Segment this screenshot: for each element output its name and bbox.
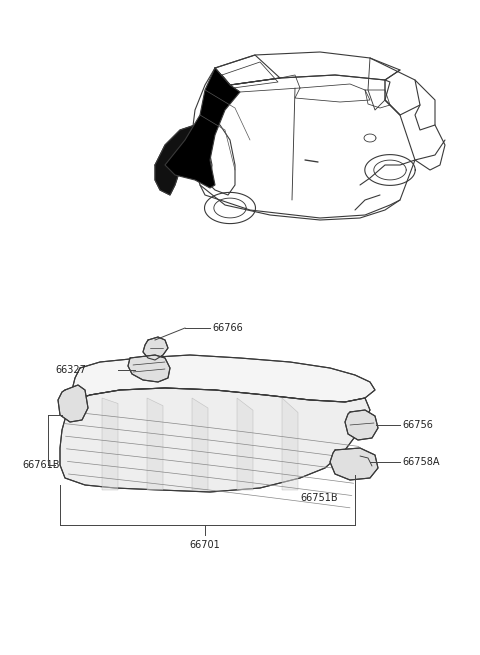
Polygon shape bbox=[143, 337, 168, 360]
Polygon shape bbox=[282, 398, 298, 490]
Text: 66758A: 66758A bbox=[402, 457, 440, 467]
Text: 66766: 66766 bbox=[212, 323, 243, 333]
Text: 66327: 66327 bbox=[55, 365, 86, 375]
Polygon shape bbox=[237, 398, 253, 490]
Polygon shape bbox=[102, 398, 118, 490]
Text: 66756: 66756 bbox=[402, 420, 433, 430]
Polygon shape bbox=[58, 385, 88, 422]
Text: 66701: 66701 bbox=[190, 540, 220, 550]
Polygon shape bbox=[128, 355, 170, 382]
Polygon shape bbox=[155, 125, 200, 195]
Text: 66751B: 66751B bbox=[300, 493, 337, 503]
Polygon shape bbox=[72, 355, 375, 402]
Polygon shape bbox=[345, 410, 378, 440]
Polygon shape bbox=[192, 398, 208, 490]
Polygon shape bbox=[330, 448, 378, 480]
Text: 66761B: 66761B bbox=[22, 460, 60, 470]
Polygon shape bbox=[60, 388, 370, 492]
Polygon shape bbox=[165, 68, 240, 188]
Polygon shape bbox=[147, 398, 163, 490]
